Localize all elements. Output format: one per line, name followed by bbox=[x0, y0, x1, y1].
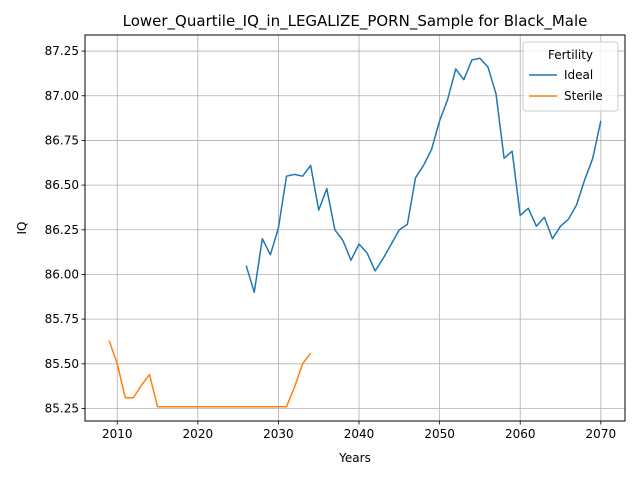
series-line-sterile bbox=[108, 340, 312, 408]
x-tick-label: 2020 bbox=[183, 427, 214, 441]
legend: Fertility Ideal Sterile bbox=[522, 41, 619, 112]
y-tick-label: 85.75 bbox=[45, 312, 79, 326]
grid-lines bbox=[85, 35, 625, 421]
series-layer bbox=[108, 57, 602, 408]
legend-entries: Ideal Sterile bbox=[529, 68, 603, 103]
x-tick-label: 2070 bbox=[586, 427, 617, 441]
y-axis-label: IQ bbox=[15, 222, 29, 235]
y-tick-label: 86.25 bbox=[45, 223, 79, 237]
legend-box bbox=[522, 41, 619, 112]
y-tick-label: 86.50 bbox=[45, 178, 79, 192]
x-axis: 2010 2020 2030 2040 2050 2060 2070 bbox=[102, 421, 616, 441]
plot-frame bbox=[84, 34, 626, 422]
y-tick-label: 85.25 bbox=[45, 401, 79, 415]
y-tick-label: 85.50 bbox=[45, 357, 79, 371]
legend-title: Fertility bbox=[548, 48, 593, 62]
x-axis-label: Years bbox=[338, 451, 371, 465]
legend-label-sterile: Sterile bbox=[564, 89, 603, 103]
y-axis: 85.25 85.50 85.75 86.00 86.25 86.50 86.75 87.00… bbox=[45, 44, 85, 415]
chart-title: Lower_Quartile_IQ_in_LEGALIZE_PORN_Sampl… bbox=[123, 12, 588, 31]
legend-label-ideal: Ideal bbox=[564, 68, 593, 82]
x-tick-label: 2050 bbox=[424, 427, 455, 441]
y-tick-label: 87.25 bbox=[45, 44, 79, 58]
series-line-ideal bbox=[245, 57, 602, 294]
y-tick-label: 86.00 bbox=[45, 267, 79, 281]
y-tick-label: 86.75 bbox=[45, 133, 79, 147]
y-tick-label: 87.00 bbox=[45, 89, 79, 103]
x-tick-label: 2010 bbox=[102, 427, 133, 441]
x-tick-label: 2030 bbox=[263, 427, 294, 441]
x-tick-label: 2060 bbox=[505, 427, 536, 441]
x-tick-label: 2040 bbox=[344, 427, 375, 441]
